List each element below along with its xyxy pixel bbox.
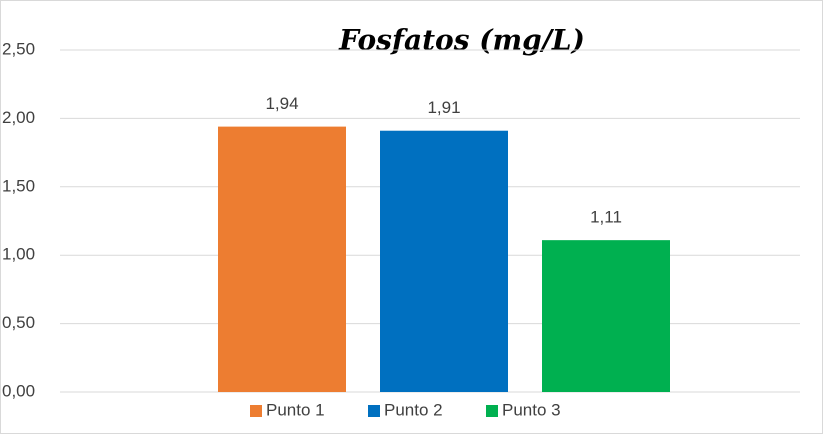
data-label: 1,11 xyxy=(590,208,622,227)
y-tick-label: 2,50 xyxy=(2,39,35,58)
bar xyxy=(218,126,346,392)
legend-label: Punto 2 xyxy=(384,400,443,419)
bar xyxy=(380,130,508,392)
legend-swatch xyxy=(368,405,380,417)
y-tick-label: 0,50 xyxy=(2,313,35,332)
y-tick-label: 1,50 xyxy=(2,176,35,195)
legend-label: Punto 3 xyxy=(502,400,561,419)
y-tick-label: 2,00 xyxy=(2,108,35,127)
chart-title: Fosfatos (mg/L) xyxy=(338,24,585,57)
data-label: 1,94 xyxy=(265,94,298,113)
legend-label: Punto 1 xyxy=(266,400,325,419)
legend-swatch xyxy=(486,405,498,417)
legend-swatch xyxy=(250,405,262,417)
y-tick-label: 0,00 xyxy=(2,381,35,400)
data-label: 1,91 xyxy=(427,98,460,117)
y-tick-label: 1,00 xyxy=(2,245,35,264)
bar xyxy=(542,240,670,392)
